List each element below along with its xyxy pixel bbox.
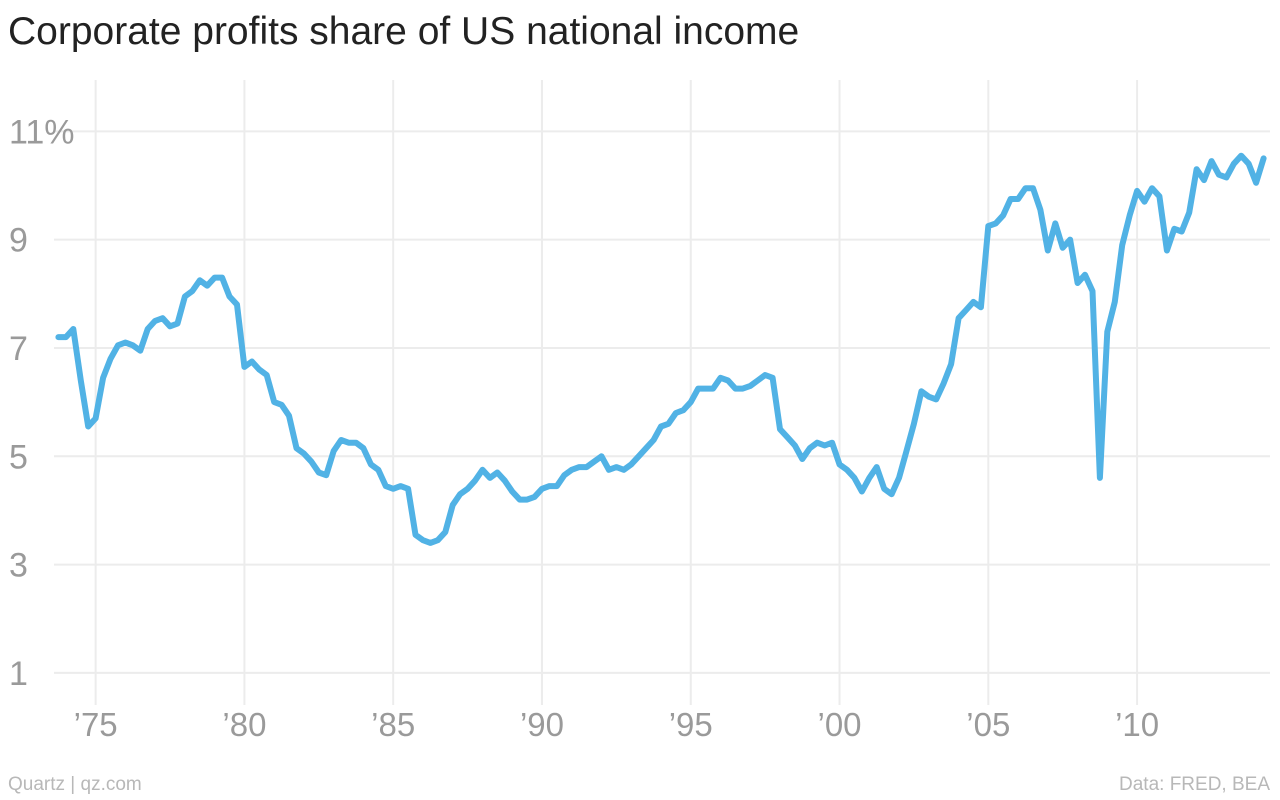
footer-source-left: Quartz | qz.com	[8, 774, 142, 795]
x-axis-tick-labels: ’75 ’80 ’85 ’90 ’95 ’00 ’05 ’10	[74, 706, 1160, 743]
x-tick-label: ’75	[74, 706, 118, 743]
series-layer	[55, 152, 1267, 546]
vertical-gridlines	[94, 80, 1139, 705]
y-tick-label: 11%	[9, 113, 75, 151]
y-tick-label: 7	[9, 330, 28, 368]
x-tick-label: ’90	[520, 706, 564, 743]
y-tick-label: 3	[9, 547, 28, 585]
x-tick-label: ’10	[1115, 706, 1159, 743]
chart-title: Corporate profits share of US national i…	[8, 10, 800, 53]
y-tick-label: 9	[9, 222, 28, 260]
x-tick-label: ’95	[669, 706, 713, 743]
x-tick-label: ’80	[222, 706, 266, 743]
y-axis-tick-labels: 11% 9 7 5 3 1	[9, 113, 75, 693]
y-tick-label: 1	[9, 655, 28, 693]
horizontal-gridlines	[54, 130, 1270, 674]
y-tick-label: 5	[9, 438, 28, 476]
footer-source-right: Data: FRED, BEA	[1119, 774, 1270, 795]
x-tick-label: ’05	[966, 706, 1010, 743]
series-line	[55, 152, 1267, 546]
x-tick-label: ’00	[818, 706, 862, 743]
x-tick-label: ’85	[371, 706, 415, 743]
